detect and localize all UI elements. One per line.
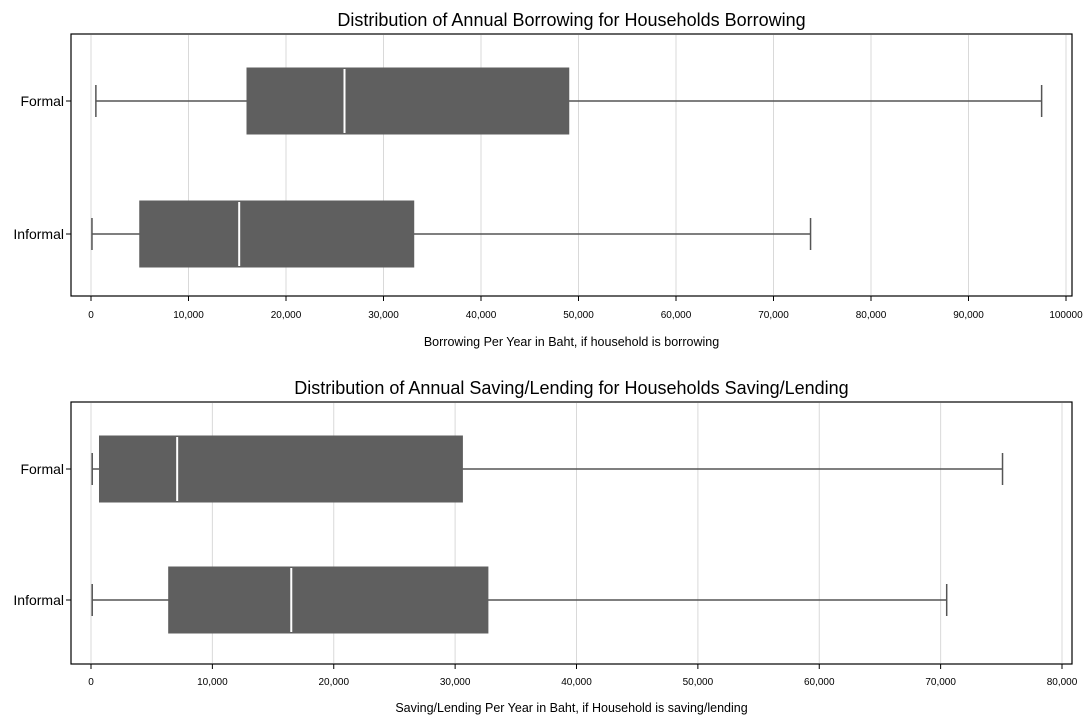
x-tick-label: 20,000 [318,677,349,688]
category-label: Formal [20,93,64,109]
x-tick-label: 30,000 [368,310,399,321]
box-informal: Informal [13,566,948,634]
chart-title: Distribution of Annual Borrowing for Hou… [337,10,805,30]
x-tick-label: 10,000 [197,677,228,688]
x-tick-label: 30,000 [440,677,471,688]
plot-frame [70,33,1073,297]
x-tick-label: 50,000 [683,677,714,688]
x-tick-label: 40,000 [561,677,592,688]
x-axis-label: Borrowing Per Year in Baht, if household… [424,335,719,349]
iqr-box [246,67,570,135]
plot-frame [70,401,1073,665]
chart-panel-1: Distribution of Annual Borrowing for Hou… [13,10,1083,349]
x-tick-label: 80,000 [1047,677,1078,688]
x-tick-label: 100000 [1049,310,1083,321]
x-tick-label: 10,000 [173,310,204,321]
x-tick-label: 60,000 [804,677,835,688]
x-tick-label: 70,000 [758,310,789,321]
iqr-box [98,435,463,503]
x-tick-label: 50,000 [563,310,594,321]
iqr-box [139,200,415,268]
x-tick-label: 70,000 [925,677,956,688]
x-tick-label: 0 [88,310,94,321]
box-informal: Informal [13,200,812,268]
box-formal: Formal [20,435,1004,503]
chart-title: Distribution of Annual Saving/Lending fo… [294,378,848,398]
chart-panel-2: Distribution of Annual Saving/Lending fo… [13,378,1077,715]
x-tick-label: 80,000 [856,310,887,321]
category-label: Informal [13,226,64,242]
category-label: Informal [13,592,64,608]
x-tick-label: 60,000 [661,310,692,321]
category-label: Formal [20,461,64,477]
x-tick-label: 90,000 [953,310,984,321]
x-tick-label: 40,000 [466,310,497,321]
iqr-box [168,566,489,634]
x-tick-label: 20,000 [271,310,302,321]
box-formal: Formal [20,67,1043,135]
x-axis-label: Saving/Lending Per Year in Baht, if Hous… [395,701,747,715]
x-tick-label: 0 [88,677,94,688]
